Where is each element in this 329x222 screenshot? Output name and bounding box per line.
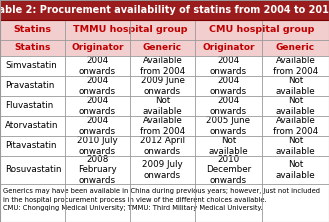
Bar [0,76,329,96]
Bar [0,184,329,222]
Text: Not
available: Not available [276,136,315,156]
Text: 2009 July
onwards: 2009 July onwards [142,160,183,180]
Text: Generic: Generic [276,44,315,52]
Bar [0,0,329,20]
Text: in the hospital procurement process in view of the different choices available.: in the hospital procurement process in v… [3,196,266,202]
Text: 2004
onwards: 2004 onwards [210,96,247,116]
Text: 2004
onwards: 2004 onwards [210,76,247,96]
Text: Statins: Statins [14,44,51,52]
Text: Available
from 2004: Available from 2004 [140,56,185,76]
Text: 2012 April
onwards: 2012 April onwards [140,136,185,156]
Text: Available
from 2004: Available from 2004 [273,116,318,136]
Text: Originator: Originator [202,44,255,52]
Text: Simvastatin: Simvastatin [5,61,57,71]
Text: CMU: Chongqing Medical University; TMMU: Third Military Medical University.: CMU: Chongqing Medical University; TMMU:… [3,205,263,211]
Text: Generic: Generic [143,44,182,52]
Text: 2004
onwards: 2004 onwards [79,56,116,76]
Bar [0,56,329,76]
Text: Pravastatin: Pravastatin [5,81,54,91]
Text: TMMU hospital group: TMMU hospital group [73,26,187,34]
Bar [0,40,329,56]
Text: 2004
onwards: 2004 onwards [210,56,247,76]
Text: 2004
onwards: 2004 onwards [79,76,116,96]
Bar [0,20,329,40]
Text: 2008
February
onwards: 2008 February onwards [78,155,117,185]
Text: Not
available: Not available [276,96,315,116]
Bar [0,136,329,156]
Text: Table 2: Procurement availability of statins from 2004 to 2013: Table 2: Procurement availability of sta… [0,5,329,15]
Text: Fluvastatin: Fluvastatin [5,101,53,111]
Text: Not
available: Not available [209,136,248,156]
Text: Rosuvastatin: Rosuvastatin [5,165,62,174]
Text: Not
available: Not available [276,76,315,96]
Text: Originator: Originator [71,44,124,52]
Bar [0,96,329,116]
Text: Not
available: Not available [276,160,315,180]
Text: Available
from 2004: Available from 2004 [140,116,185,136]
Text: 2009 June
onwards: 2009 June onwards [140,76,185,96]
Text: Not
available: Not available [143,96,182,116]
Bar [0,156,329,184]
Bar [0,116,329,136]
Text: 2004
onwards: 2004 onwards [79,116,116,136]
Text: CMU hospital group: CMU hospital group [209,26,315,34]
Text: Available
from 2004: Available from 2004 [273,56,318,76]
Text: Atorvastatin: Atorvastatin [5,121,59,131]
Text: 2010 July
onwards: 2010 July onwards [77,136,118,156]
Text: Generics may have been available in China during previous years; however, just n: Generics may have been available in Chin… [3,188,320,194]
Text: Statins: Statins [13,26,52,34]
Text: 2010
December
onwards: 2010 December onwards [206,155,251,185]
Text: 2005 June
onwards: 2005 June onwards [207,116,250,136]
Text: 2004
onwards: 2004 onwards [79,96,116,116]
Text: Pitavastatin: Pitavastatin [5,141,57,151]
